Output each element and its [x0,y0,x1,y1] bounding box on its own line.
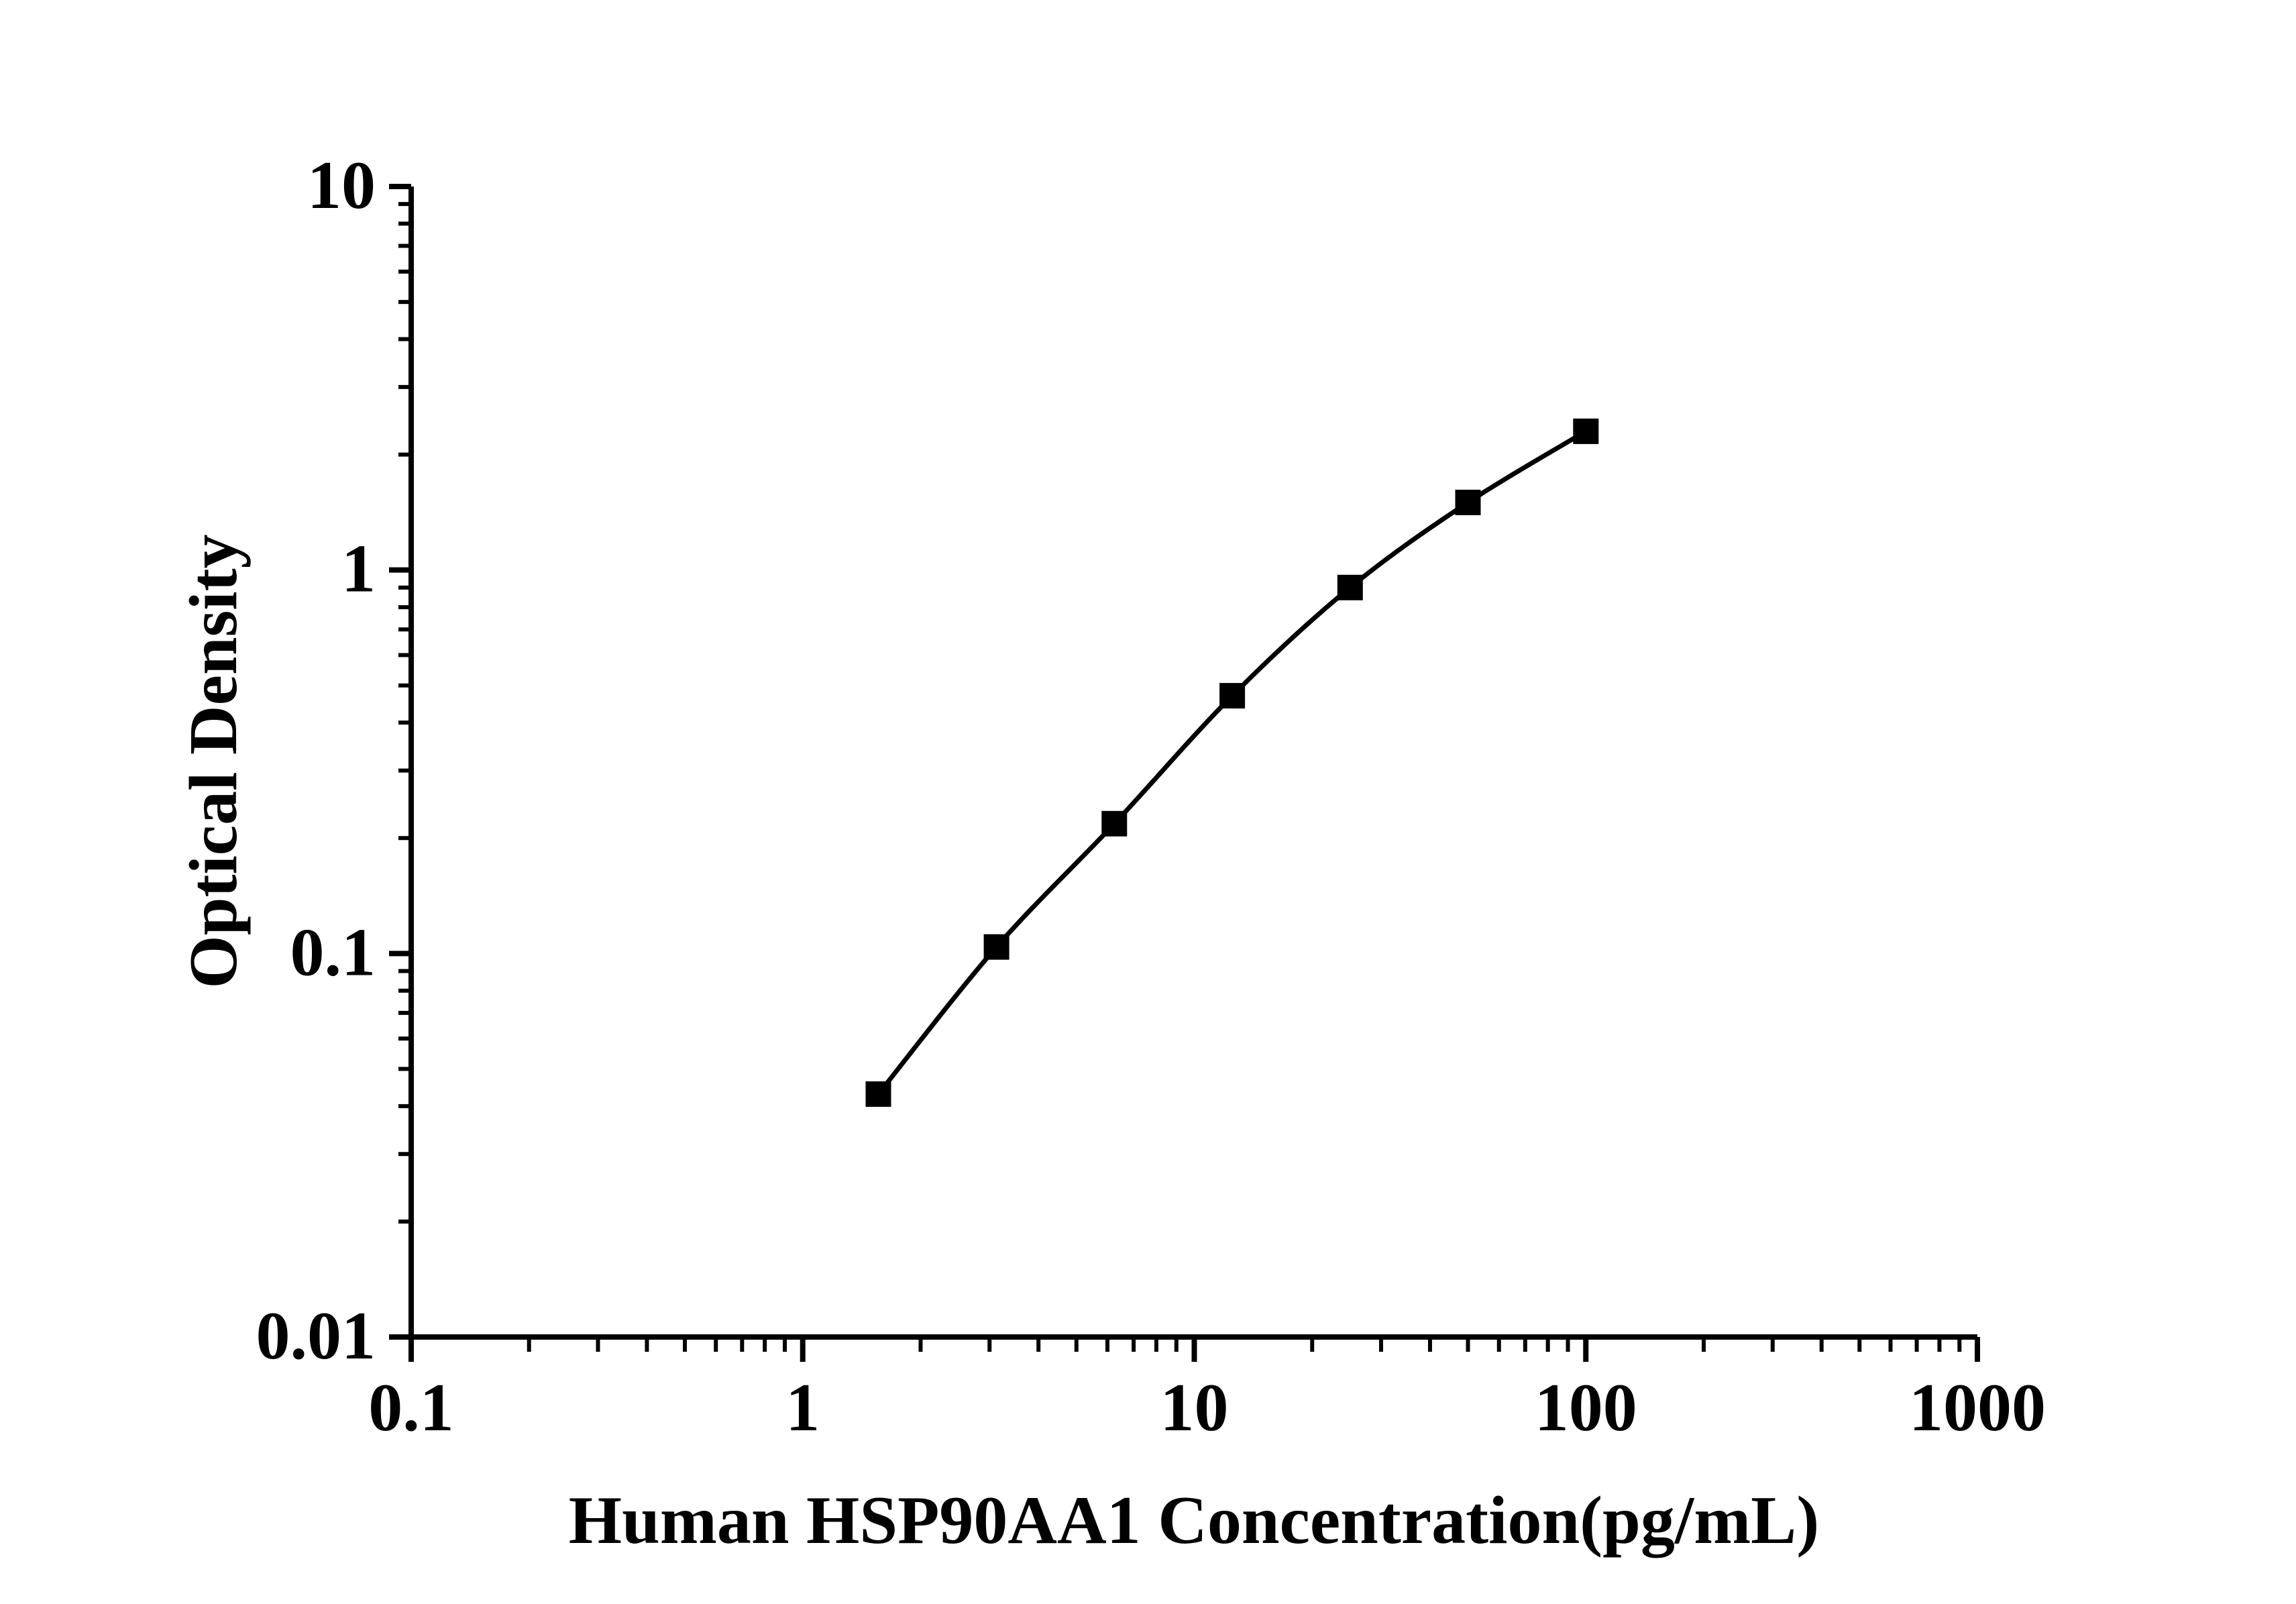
x-tick-label: 0.1 [368,1370,454,1446]
x-tick-label: 100 [1535,1370,1637,1446]
x-tick-label: 1000 [1909,1370,2046,1446]
standard-curve-line [876,429,1588,1096]
data-point-marker [1337,574,1363,600]
data-point-marker [1219,683,1246,709]
y-tick-label: 1 [341,531,376,607]
x-axis-title: Human HSP90AA1 Concentration(pg/mL) [569,1483,1819,1558]
data-point-marker [1455,490,1481,515]
data-point-marker [1101,810,1128,837]
data-point-marker [1573,418,1599,444]
y-axis-title: Optical Density [176,534,252,988]
x-tick-label: 1 [785,1370,820,1446]
x-tick-label: 10 [1160,1370,1229,1446]
axes-layer [408,186,1977,1340]
y-tick-label: 0.1 [290,914,376,990]
series-layer [865,418,1599,1107]
ticks-layer [389,184,1980,1362]
data-point-marker [983,934,1009,960]
y-tick-label: 0.01 [256,1298,376,1374]
data-point-marker [865,1081,891,1107]
y-tick-label: 10 [307,148,376,223]
